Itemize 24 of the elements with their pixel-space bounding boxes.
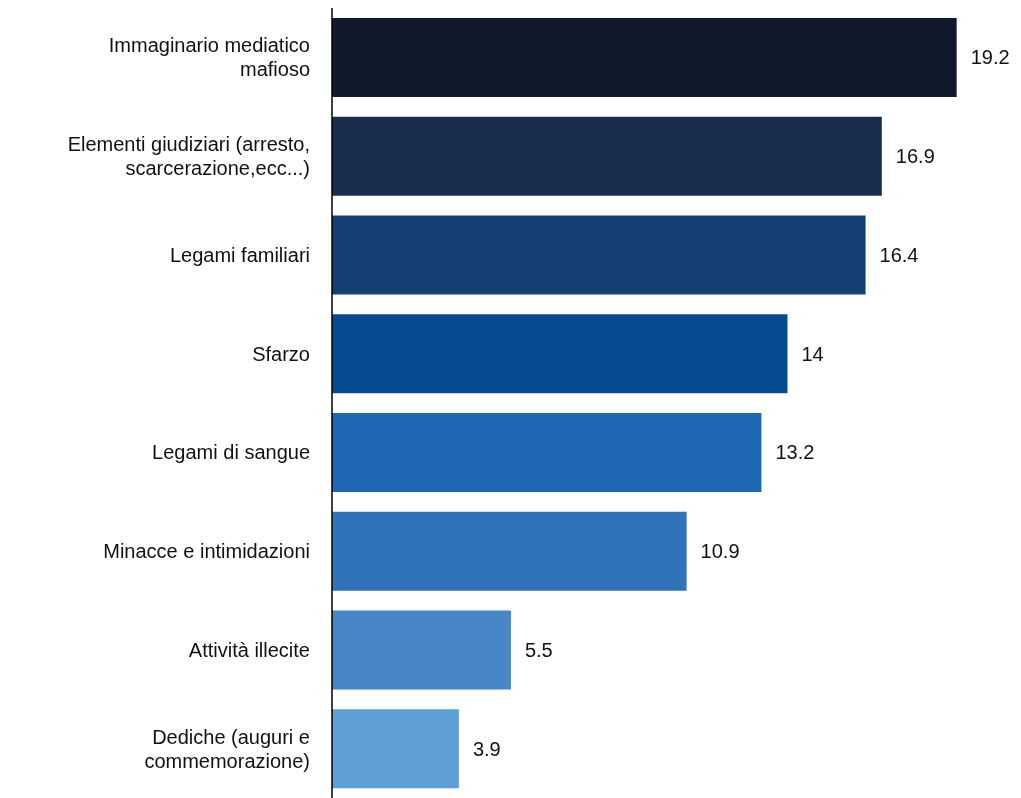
bar <box>332 511 687 591</box>
y-tick-label: Attività illecite <box>188 638 310 661</box>
bar <box>332 17 957 97</box>
y-tick-label: Minacce e intimidazioni <box>103 540 310 563</box>
data-label: 16.9 <box>895 145 935 168</box>
data-label: 10.9 <box>700 540 740 563</box>
data-label: 16.4 <box>879 243 919 266</box>
bar <box>332 215 866 295</box>
bar <box>332 412 762 492</box>
y-tick-label: Immaginario mediatico mafioso <box>108 34 310 81</box>
data-label: 19.2 <box>970 46 1010 69</box>
bar <box>332 314 788 394</box>
data-label: 3.9 <box>472 737 501 760</box>
y-tick-label: Sfarzo <box>252 342 310 365</box>
y-tick-label: Elementi giudiziari (arresto, scarcerazione,ecc...) <box>67 133 310 180</box>
bar <box>332 610 511 690</box>
data-label: 5.5 <box>524 638 553 661</box>
y-tick-label: Legami di sangue <box>152 441 310 464</box>
y-tick-label: Legami familiari <box>169 243 310 266</box>
data-label: 13.2 <box>775 441 815 464</box>
bar <box>332 709 459 789</box>
bar <box>332 116 882 196</box>
data-label: 14 <box>801 342 824 365</box>
y-tick-label: Dediche (auguri e commemorazione) <box>144 725 310 772</box>
